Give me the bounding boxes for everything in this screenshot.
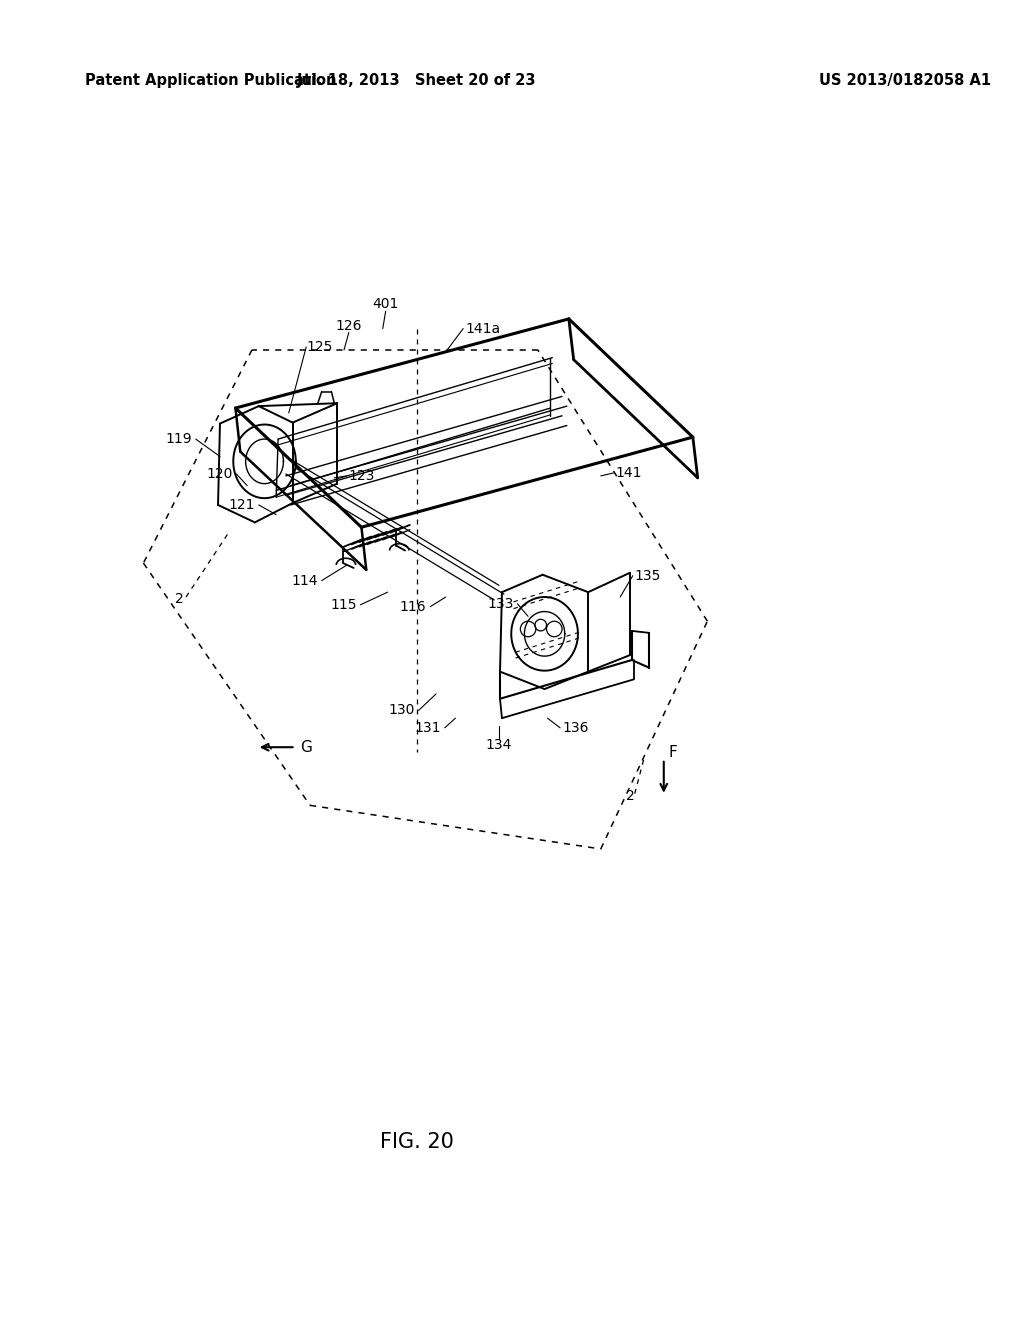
Text: 401: 401 [373, 297, 399, 312]
Text: 131: 131 [415, 721, 441, 735]
Text: 136: 136 [562, 721, 589, 735]
Text: 116: 116 [399, 599, 426, 614]
Text: 125: 125 [306, 341, 333, 354]
Text: 2: 2 [626, 788, 635, 803]
Text: Jul. 18, 2013   Sheet 20 of 23: Jul. 18, 2013 Sheet 20 of 23 [297, 73, 537, 88]
Text: G: G [300, 739, 312, 755]
Text: 130: 130 [388, 704, 415, 717]
Text: 126: 126 [336, 318, 362, 333]
Text: 120: 120 [206, 467, 232, 480]
Text: Patent Application Publication: Patent Application Publication [85, 73, 337, 88]
Text: 133: 133 [487, 597, 514, 611]
Text: 123: 123 [349, 469, 375, 483]
Text: US 2013/0182058 A1: US 2013/0182058 A1 [819, 73, 991, 88]
Text: 141a: 141a [465, 322, 501, 335]
Text: 2: 2 [175, 591, 184, 606]
Text: F: F [669, 744, 677, 759]
Text: FIG. 20: FIG. 20 [380, 1131, 454, 1151]
Text: 121: 121 [228, 498, 255, 512]
Text: 115: 115 [330, 598, 356, 611]
Text: 135: 135 [635, 569, 662, 582]
Text: 119: 119 [165, 432, 191, 446]
Text: 114: 114 [292, 574, 317, 587]
Text: 141: 141 [615, 466, 642, 480]
Text: 134: 134 [485, 738, 512, 752]
